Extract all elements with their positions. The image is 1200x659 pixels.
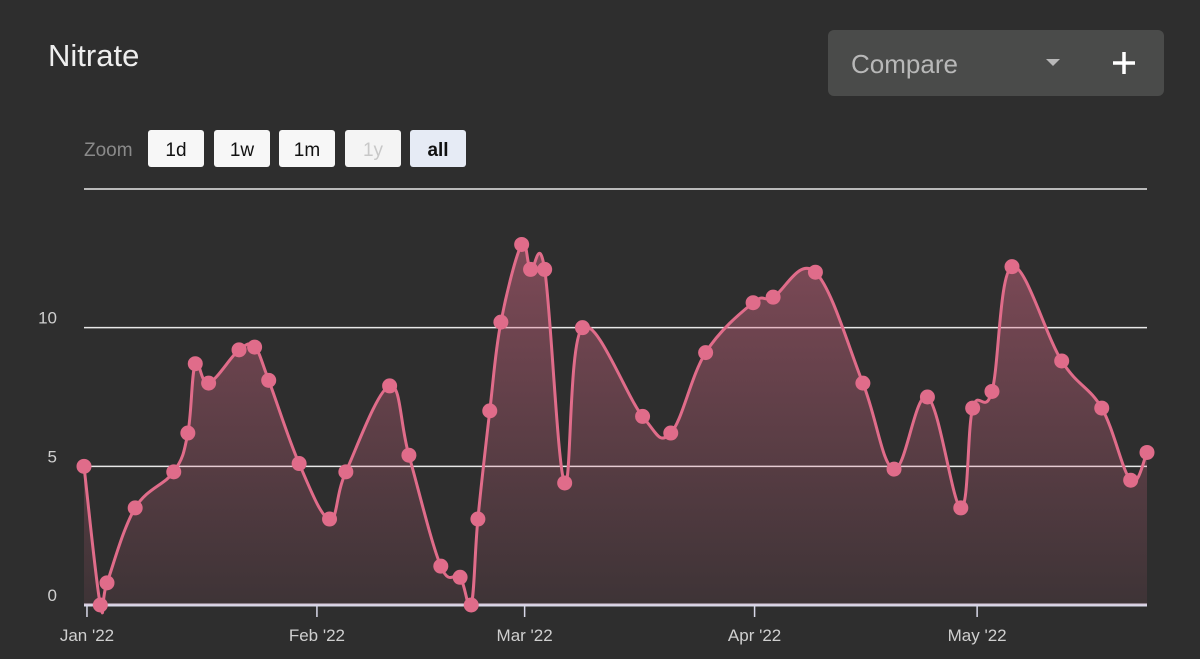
point[interactable]	[99, 575, 115, 591]
point[interactable]	[537, 261, 553, 277]
point[interactable]	[382, 378, 398, 394]
x-tick-label: Feb '22	[289, 626, 345, 645]
point[interactable]	[807, 264, 823, 280]
point[interactable]	[635, 408, 651, 424]
zoom-button-bg[interactable]	[148, 130, 204, 167]
point[interactable]	[231, 342, 247, 358]
plus-icon[interactable]	[1113, 52, 1135, 74]
x-tick-label: Mar '22	[497, 626, 553, 645]
point[interactable]	[338, 464, 354, 480]
point[interactable]	[92, 597, 108, 613]
point[interactable]	[919, 389, 935, 405]
point[interactable]	[886, 461, 902, 477]
zoom-button-label[interactable]: 1y	[363, 140, 384, 161]
title: Nitrate	[48, 38, 139, 73]
x-tick-label: Apr '22	[728, 626, 781, 645]
compare-box[interactable]	[828, 30, 1164, 96]
zoom-button[interactable]: 1d	[148, 130, 204, 167]
caret-icon[interactable]	[1046, 59, 1060, 66]
zoom-buttons: 1d 1w 1m 1y all	[148, 130, 466, 167]
point[interactable]	[1123, 472, 1139, 488]
point[interactable]	[1004, 259, 1020, 275]
zoom-label: Zoom	[84, 140, 133, 161]
zoom-button[interactable]: all	[410, 130, 466, 167]
point[interactable]	[855, 375, 871, 391]
point[interactable]	[261, 372, 277, 388]
point[interactable]	[127, 500, 143, 516]
zoom-button[interactable]: 1w	[214, 130, 270, 167]
point[interactable]	[463, 597, 479, 613]
point[interactable]	[433, 558, 449, 574]
y-tick-label: 10	[38, 309, 57, 328]
zoom-button[interactable]: 1y	[345, 130, 401, 167]
point[interactable]	[965, 400, 981, 416]
point[interactable]	[523, 261, 539, 277]
point[interactable]	[401, 447, 417, 463]
x-tick-label: Jan '22	[60, 626, 114, 645]
point[interactable]	[984, 383, 1000, 399]
zoom-button-bg[interactable]	[345, 130, 401, 167]
point[interactable]	[698, 345, 714, 361]
point[interactable]	[493, 314, 509, 330]
point[interactable]	[663, 425, 679, 441]
point[interactable]	[180, 425, 196, 441]
point[interactable]	[514, 236, 530, 252]
point[interactable]	[953, 500, 969, 516]
point[interactable]	[745, 295, 761, 311]
point[interactable]	[470, 511, 486, 527]
area	[84, 242, 1147, 613]
zoom-button-bg[interactable]	[279, 130, 335, 167]
zoom-button-bg[interactable]	[214, 130, 270, 167]
y-tick-label: 0	[48, 586, 57, 605]
point[interactable]	[574, 320, 590, 336]
compare-dropdown[interactable]: Compare	[828, 30, 1164, 96]
point[interactable]	[201, 375, 217, 391]
point[interactable]	[187, 356, 203, 372]
point[interactable]	[1054, 353, 1070, 369]
plot: 0 5 10 Jan '22 Feb '22 Mar '22 Apr '22 May '22	[38, 188, 1155, 645]
point[interactable]	[247, 339, 263, 355]
zoom-button-label[interactable]: 1w	[230, 140, 255, 161]
point[interactable]	[76, 458, 92, 474]
point[interactable]	[1094, 400, 1110, 416]
zoom-button-label[interactable]: 1d	[165, 140, 186, 161]
compare-label[interactable]: Compare	[851, 49, 958, 79]
point[interactable]	[1139, 444, 1155, 460]
point[interactable]	[557, 475, 573, 491]
zoom-button-label[interactable]: 1m	[294, 140, 320, 161]
y-tick-label: 5	[48, 447, 57, 466]
point[interactable]	[452, 569, 468, 585]
point[interactable]	[166, 464, 182, 480]
point[interactable]	[482, 403, 498, 419]
zoom-button-label[interactable]: all	[427, 140, 448, 161]
x-tick-label: May '22	[948, 626, 1007, 645]
point[interactable]	[291, 456, 307, 472]
zoom-button[interactable]: 1m	[279, 130, 335, 167]
point[interactable]	[765, 289, 781, 305]
zoom-button-bg[interactable]	[410, 130, 466, 167]
point[interactable]	[322, 511, 338, 527]
